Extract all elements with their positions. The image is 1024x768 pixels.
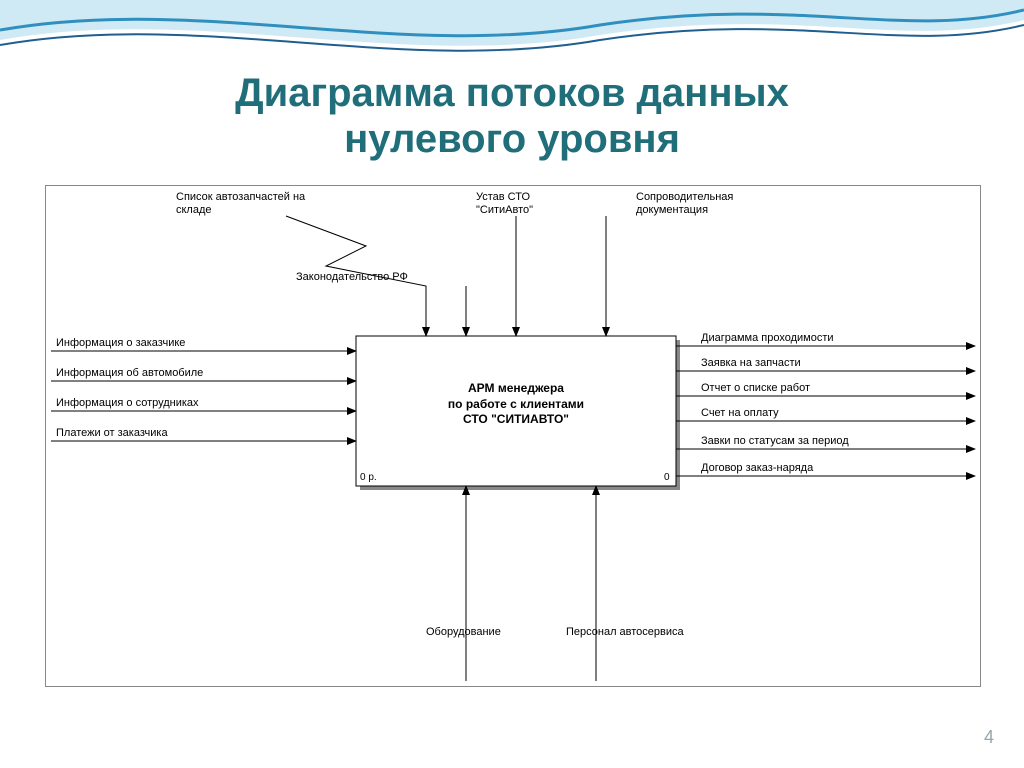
page-number: 4 [984,727,994,748]
right-output-2: Отчет о списке работ [701,382,810,395]
left-input-2: Информация о сотрудниках [56,397,199,410]
bottom-input-1: Персонал автосервиса [566,626,684,639]
top-input-1: Законодательство РФ [296,271,408,284]
top-input-0: Список автозапчастей на складе [176,191,305,216]
bottom-input-0: Оборудование [426,626,501,639]
idef0-diagram: АРМ менеджера по работе с клиентами СТО … [45,185,981,687]
box-corner-left: 0 р. [360,472,377,483]
title-line-2: нулевого уровня [344,117,680,161]
top-input-2: Устав СТО "СитиАвто" [476,191,533,216]
wave-path-1 [0,0,1024,46]
right-output-5: Договор заказ-наряда [701,462,813,475]
slide-title: Диаграмма потоков данных нулевого уровня [0,70,1024,162]
right-output-4: Завки по статусам за период [701,435,849,448]
top-input-3: Сопроводительная документация [636,191,733,216]
wave-path-3 [0,25,1024,51]
slide: Диаграмма потоков данных нулевого уровня… [0,0,1024,768]
process-box-label: АРМ менеджера по работе с клиентами СТО … [356,381,676,428]
left-input-1: Информация об автомобиле [56,367,203,380]
left-input-0: Информация о заказчике [56,337,185,350]
right-output-0: Диаграмма проходимости [701,332,834,345]
title-line-1: Диаграмма потоков данных [235,71,789,115]
right-output-1: Заявка на запчасти [701,357,801,370]
right-output-3: Счет на оплату [701,407,779,420]
left-input-3: Платежи от заказчика [56,427,168,440]
wave-path-2 [0,10,1024,36]
box-corner-right: 0 [664,472,670,483]
